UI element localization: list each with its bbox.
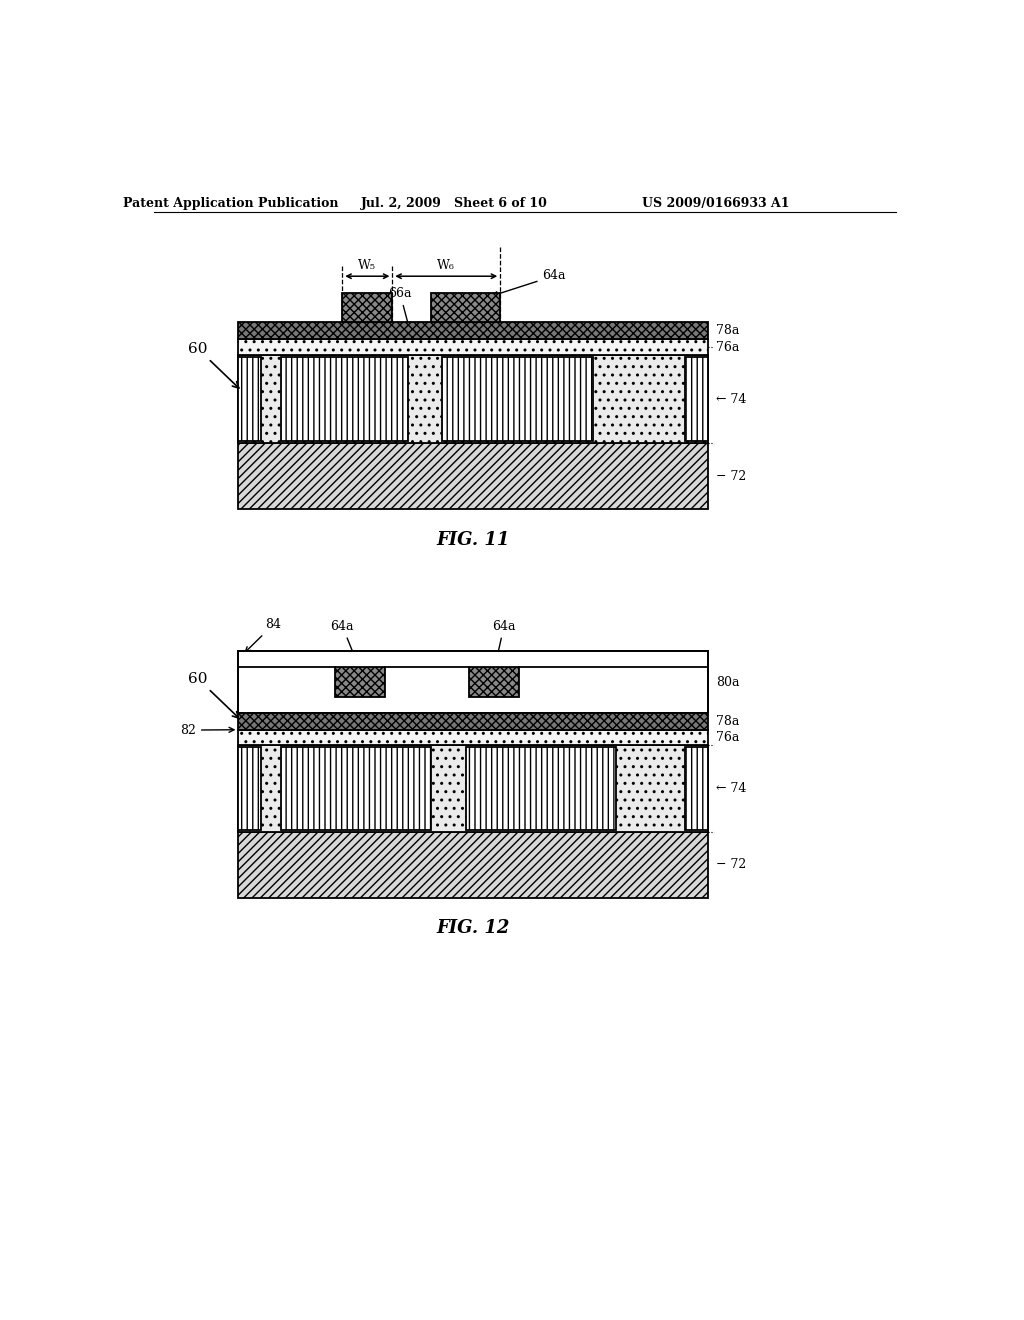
Text: kₚ₂: kₚ₂ <box>352 677 368 686</box>
Bar <box>685 747 708 830</box>
Bar <box>239 355 708 444</box>
Text: ← 74: ← 74 <box>716 783 746 795</box>
Text: 84: 84 <box>246 618 282 652</box>
Bar <box>469 667 519 697</box>
Bar <box>442 358 593 441</box>
Text: FIG. 11: FIG. 11 <box>436 531 510 549</box>
Bar <box>239 444 708 508</box>
Bar <box>239 713 708 730</box>
Text: 64a: 64a <box>331 619 358 665</box>
Text: 76a: 76a <box>716 731 739 744</box>
Text: 64a: 64a <box>493 269 566 297</box>
Text: W₅: W₅ <box>358 259 377 272</box>
Bar <box>239 339 708 355</box>
Text: Jul. 2, 2009   Sheet 6 of 10: Jul. 2, 2009 Sheet 6 of 10 <box>360 197 548 210</box>
Text: Patent Application Publication: Patent Application Publication <box>123 197 338 210</box>
Bar <box>335 667 385 697</box>
Bar <box>685 358 708 441</box>
Bar <box>239 744 708 832</box>
Bar <box>431 293 500 322</box>
Bar <box>239 730 708 744</box>
Text: 76a: 76a <box>716 341 739 354</box>
Text: − 72: − 72 <box>716 470 746 483</box>
Text: W₆: W₆ <box>437 259 456 272</box>
Text: 78a: 78a <box>716 714 739 727</box>
Text: US 2009/0166933 A1: US 2009/0166933 A1 <box>642 197 790 210</box>
Bar <box>239 358 261 441</box>
Text: 82: 82 <box>180 723 234 737</box>
Text: kᵣ₂: kᵣ₂ <box>429 669 444 680</box>
Bar <box>239 322 708 339</box>
Bar <box>466 747 615 830</box>
Text: 66a: 66a <box>388 286 412 333</box>
Bar <box>281 358 408 441</box>
Text: 64a: 64a <box>493 619 516 665</box>
Bar <box>281 747 431 830</box>
Text: 60: 60 <box>188 672 239 718</box>
Text: − 72: − 72 <box>716 858 746 871</box>
Text: 80a: 80a <box>716 676 739 689</box>
Bar <box>239 832 708 898</box>
Text: kᵣ₂: kᵣ₂ <box>280 669 294 680</box>
Text: kₚ₂: kₚ₂ <box>487 677 503 686</box>
Bar <box>239 651 708 713</box>
Bar <box>239 747 261 830</box>
Text: ← 74: ← 74 <box>716 392 746 405</box>
Bar <box>342 293 392 322</box>
Text: 60: 60 <box>188 342 239 388</box>
Text: 78a: 78a <box>716 323 739 337</box>
Text: FIG. 12: FIG. 12 <box>436 920 510 937</box>
Text: kᵣ₂: kᵣ₂ <box>634 669 648 680</box>
